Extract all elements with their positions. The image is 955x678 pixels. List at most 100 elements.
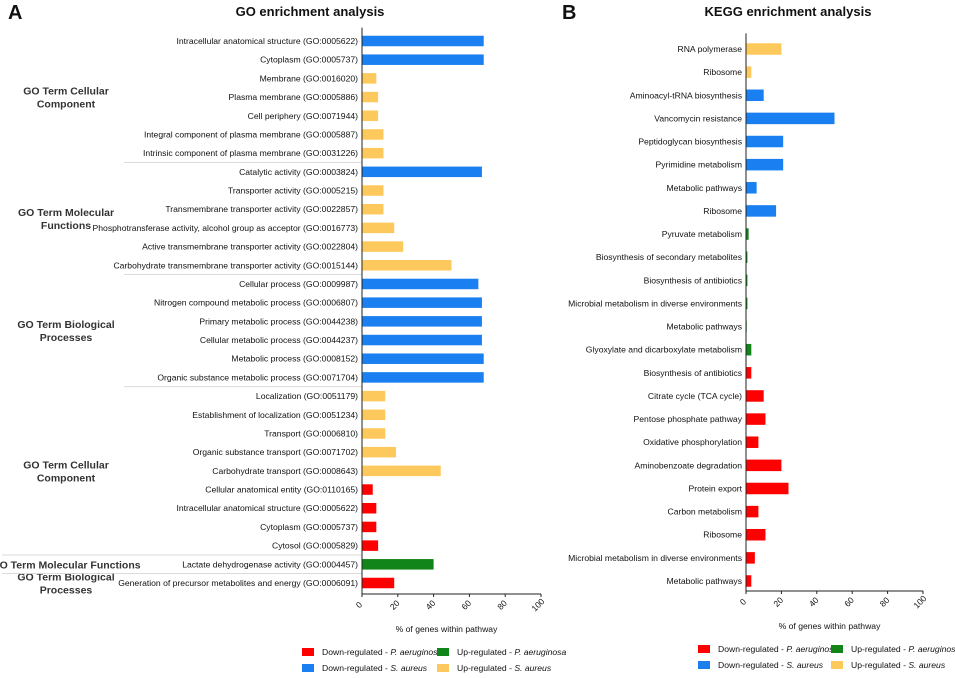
bar-down-sa: [362, 35, 484, 47]
bar-down-pa: [362, 577, 395, 589]
bar-up-sa: [362, 390, 386, 402]
category-label: Cellular process (GO:0009987): [239, 279, 358, 289]
bar-up-pa: [746, 251, 748, 263]
bar-down-pa: [362, 521, 377, 533]
legend-label: Up-regulated - P. aeruginosa: [851, 644, 955, 654]
legend-label: Down-regulated - S. aureus: [718, 660, 824, 670]
category-label: Integral component of plasma membrane (G…: [144, 129, 358, 139]
category-label: Generation of precursor metabolites and …: [118, 578, 358, 588]
category-label: Biosynthesis of antibiotics: [644, 368, 742, 378]
category-label: Transporter activity (GO:0005215): [228, 186, 358, 196]
category-label: Cellular anatomical entity (GO:0110165): [205, 485, 358, 495]
bar-down-sa: [746, 205, 777, 217]
bar-down-sa: [362, 166, 482, 178]
bar-down-pa: [746, 459, 782, 472]
bar-up-pa: [746, 297, 748, 310]
bar-down-sa: [362, 278, 479, 290]
category-label: Intrinsic component of plasma membrane (…: [143, 148, 358, 158]
category-label: Active transmembrane transporter activit…: [142, 242, 358, 252]
category-label: Biosynthesis of antibiotics: [644, 275, 742, 285]
bar-down-sa: [362, 334, 482, 346]
bar-up-sa: [362, 241, 404, 252]
bar-down-pa: [746, 482, 789, 495]
bar-up-sa: [362, 428, 386, 439]
bar-down-sa: [362, 372, 484, 383]
category-label: Transport (GO:0006810): [264, 428, 358, 438]
bar-up-pa: [362, 559, 434, 570]
category-label: RNA polymerase: [678, 44, 743, 54]
group-label: Functions: [41, 220, 91, 232]
category-label: Carbohydrate transmembrane transporter a…: [113, 260, 358, 270]
category-label: Vancomycin resistance: [654, 113, 742, 123]
category-label: Microbial metabolism in diverse environm…: [568, 298, 742, 308]
bar-up-sa: [362, 110, 379, 122]
bar-down-sa: [362, 54, 484, 65]
chart-title: GO enrichment analysis: [236, 4, 385, 19]
bar-down-sa: [746, 89, 764, 102]
category-label: Microbial metabolism in diverse environm…: [568, 553, 742, 563]
bar-down-sa: [362, 316, 482, 327]
bar-up-sa: [746, 43, 782, 55]
legend-swatch-down-sa: [698, 661, 710, 669]
group-label: Component: [37, 472, 96, 484]
x-axis-title: % of genes within pathway: [396, 624, 498, 634]
bar-down-sa: [746, 182, 757, 194]
category-label: Ribosome: [703, 67, 742, 77]
category-label: Phosphotransferase activity, alcohol gro…: [93, 223, 359, 233]
x-tick-label: 40: [807, 595, 821, 609]
x-tick-label: 100: [529, 596, 546, 613]
legend-label: Up-regulated - S. aureus: [851, 660, 946, 670]
legend-swatch-down-pa: [698, 645, 710, 653]
bar-down-sa: [746, 158, 784, 171]
legend-swatch-up-sa: [437, 664, 449, 672]
bar-up-sa: [362, 91, 379, 103]
x-tick-label: 60: [842, 595, 856, 609]
category-label: Metabolic pathways: [667, 322, 742, 332]
bar-down-pa: [746, 528, 766, 541]
category-label: Pentose phosphate pathway: [634, 414, 743, 424]
group-label: Processes: [40, 585, 93, 597]
group-label: Component: [37, 99, 96, 111]
category-label: Cytosol (GO:0005829): [272, 541, 358, 551]
group-label: GO Term Molecular Functions: [0, 559, 141, 571]
category-label: Intracellular anatomical structure (GO:0…: [176, 503, 358, 513]
x-axis-title: % of genes within pathway: [779, 621, 881, 631]
x-tick-label: 100: [911, 593, 928, 610]
category-label: Metabolic pathways: [667, 576, 742, 586]
category-label: Protein export: [688, 483, 742, 493]
x-tick-label: 80: [878, 595, 892, 609]
bar-up-sa: [362, 446, 397, 458]
category-label: Establishment of localization (GO:005123…: [192, 410, 358, 420]
bar-down-pa: [362, 540, 379, 551]
bar-down-pa: [746, 413, 766, 425]
category-label: Cytoplasm (GO:0005737): [260, 55, 358, 65]
bar-down-pa: [746, 552, 755, 564]
bar-up-pa: [746, 274, 748, 287]
category-label: Metabolic pathways: [667, 183, 742, 193]
x-tick-label: 40: [424, 598, 438, 612]
category-label: Plasma membrane (GO:0005886): [229, 92, 359, 102]
category-label: Carbon metabolism: [667, 507, 742, 517]
x-tick-label: 60: [459, 598, 473, 612]
legend-swatch-down-sa: [302, 664, 314, 672]
category-label: Localization (GO:0051179): [256, 391, 358, 401]
panel-go-enrichment: A GO enrichment analysis GO Term Cellula…: [0, 2, 547, 634]
legend-swatch-down-pa: [302, 648, 314, 656]
category-label: Ribosome: [703, 530, 742, 540]
category-label: Biosynthesis of secondary metabolites: [596, 252, 742, 262]
x-tick-label: 20: [388, 598, 402, 612]
category-label: Primary metabolic process (GO:0044238): [199, 316, 358, 326]
bar-up-pa: [746, 228, 749, 240]
group-label: GO Term Cellular: [23, 86, 109, 98]
category-label: Pyrimidine metabolism: [656, 160, 742, 170]
category-label: Organic substance transport (GO:0071702): [193, 447, 358, 457]
category-label: Oxidative phosphorylation: [643, 437, 742, 447]
panel-letter: A: [8, 2, 22, 24]
bar-down-pa: [746, 505, 759, 518]
category-label: Aminoacyl-tRNA biosynthesis: [630, 90, 742, 100]
bar-up-sa: [362, 409, 386, 421]
x-tick-label: 0: [354, 599, 365, 610]
category-label: Transmembrane transporter activity (GO:0…: [165, 204, 358, 214]
chart-title: KEGG enrichment analysis: [705, 4, 872, 19]
bar-down-pa: [746, 575, 752, 587]
